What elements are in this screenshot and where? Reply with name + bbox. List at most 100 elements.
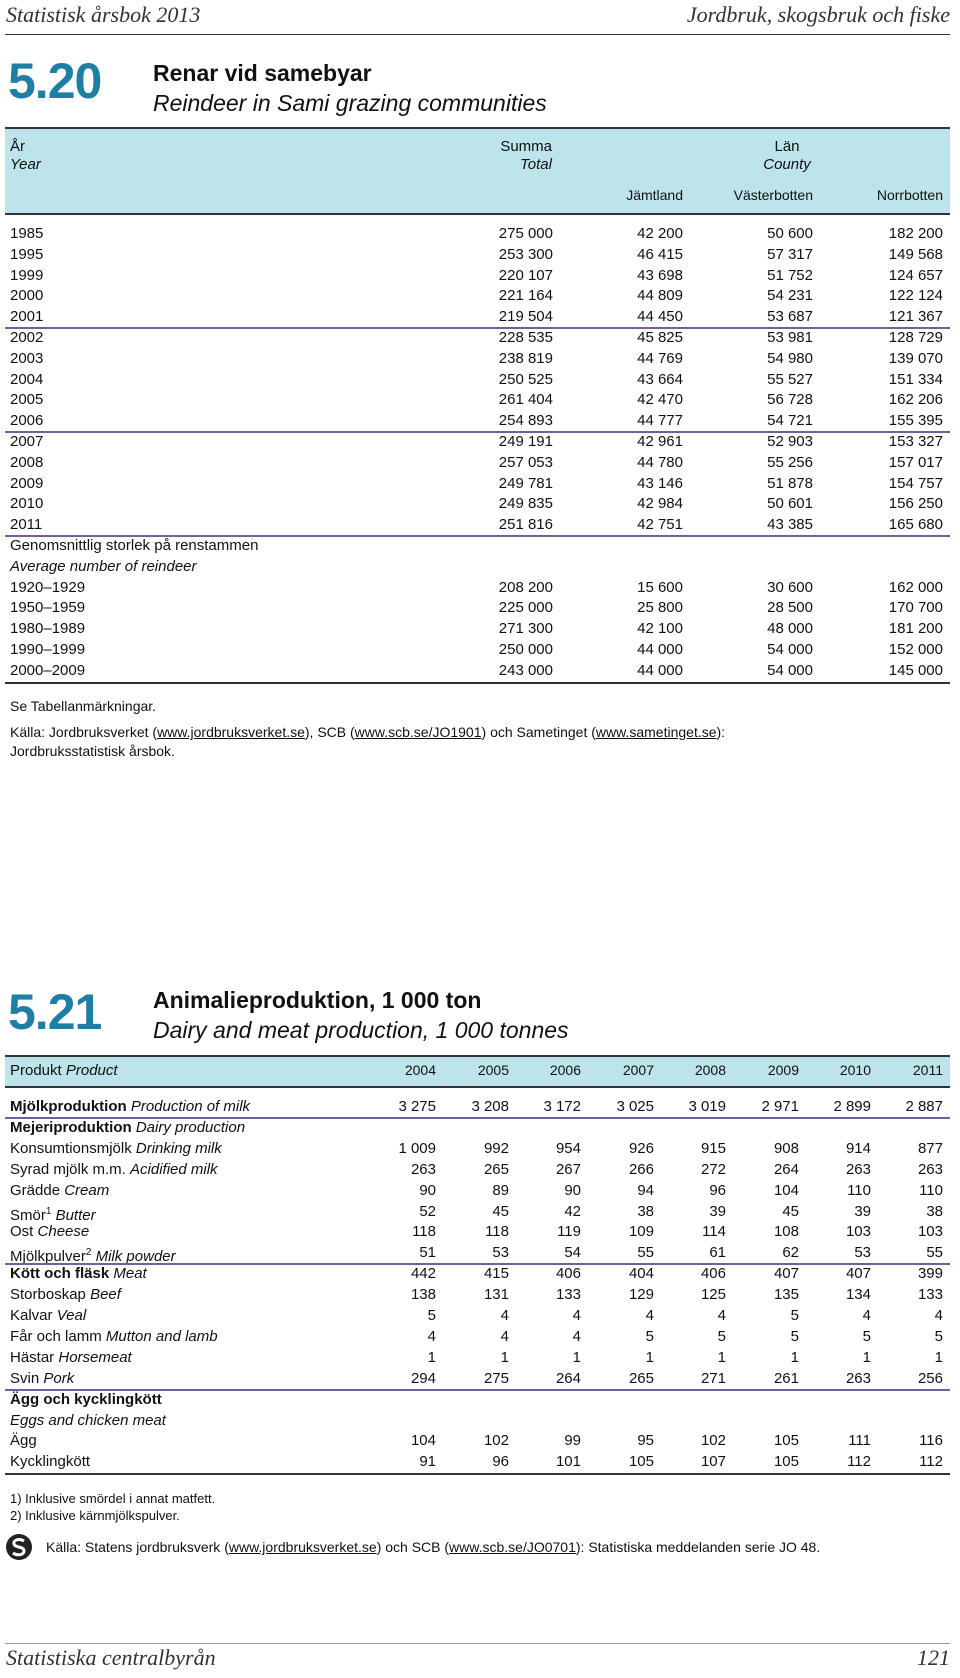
cell: 442: [410, 1265, 436, 1283]
cell: 272: [700, 1160, 726, 1178]
row-label: Ost Cheese: [10, 1221, 89, 1242]
cell: 265: [483, 1160, 509, 1178]
cell: 44 777: [637, 412, 683, 430]
cell: 254 893: [498, 412, 553, 430]
cell: Average number of reindeer: [10, 557, 197, 575]
label-sv: Får och lamm: [10, 1327, 102, 1345]
label-sv: Mejeriproduktion: [10, 1118, 132, 1136]
cell: 1: [862, 1348, 871, 1366]
label-en: Product: [65, 1062, 118, 1079]
cell: 53 687: [767, 308, 813, 326]
cell: År: [10, 138, 25, 155]
header-right: Jordbruk, skogsbruk och fiske: [686, 2, 950, 27]
cell: 149 568: [888, 245, 943, 263]
label-sv: Kött och fläsk: [10, 1265, 110, 1283]
cell: 104: [773, 1181, 799, 1199]
label-sv: Konsumtionsmjölk: [10, 1139, 132, 1157]
cell: 404: [628, 1265, 654, 1283]
cell: 4: [500, 1307, 509, 1324]
cell: 102: [700, 1432, 726, 1450]
cell: 3 208: [471, 1098, 509, 1115]
cell: 43 698: [637, 266, 683, 284]
cell: 263: [917, 1160, 943, 1178]
cell: 54 721: [767, 412, 813, 430]
cell: 3 019: [688, 1098, 726, 1115]
cell: 4: [500, 1327, 509, 1345]
cell: 3 025: [616, 1098, 654, 1115]
link: www.scb.se/JO1901: [354, 724, 482, 740]
cell: 263: [410, 1160, 436, 1178]
cell: 134: [845, 1286, 871, 1304]
cell: 221 164: [498, 287, 553, 305]
cell: 2004: [404, 1062, 436, 1078]
cell: 399: [917, 1265, 943, 1283]
cell: 261: [773, 1369, 799, 1387]
cell: 152 000: [888, 641, 943, 658]
row-label: Kycklingkött: [10, 1451, 90, 1472]
label-en: Dairy production: [135, 1118, 246, 1136]
cell: 95: [637, 1432, 654, 1450]
cell: 992: [483, 1139, 509, 1157]
cell: 238 819: [498, 349, 553, 367]
cell: 55 527: [767, 370, 813, 388]
header-left: Statistisk årsbok 2013: [6, 2, 201, 27]
cell: 105: [628, 1453, 654, 1471]
cell: Summa: [500, 138, 552, 155]
label-en: Beef: [90, 1286, 121, 1304]
cell: 2008: [694, 1062, 726, 1078]
cell: 43 146: [637, 474, 683, 492]
source-text: ) och SCB (: [376, 1539, 450, 1555]
table-header-band: [5, 127, 950, 215]
cell: 55: [637, 1244, 654, 1262]
cell: 2010: [839, 1062, 871, 1078]
cell: 2009: [767, 1062, 799, 1078]
cell: 94: [637, 1181, 654, 1199]
label-sv: Ägg och kycklingkött: [10, 1390, 162, 1408]
cell: 2009: [10, 474, 44, 492]
cell: 4: [572, 1327, 581, 1345]
row-rule: [5, 1473, 950, 1476]
cell: 53: [492, 1244, 509, 1262]
row-rule: [5, 681, 950, 684]
cell: 89: [492, 1181, 509, 1199]
cell: 51 878: [767, 474, 813, 492]
cell: 90: [564, 1181, 581, 1199]
cell: 2 971: [761, 1098, 799, 1115]
cell: 162 000: [888, 578, 943, 596]
cell: 2003: [10, 349, 44, 367]
label-en: Drinking milk: [135, 1139, 222, 1157]
cell: 111: [848, 1432, 871, 1450]
cell: 121 367: [888, 308, 943, 326]
cell: Län: [774, 138, 800, 155]
cell: 110: [847, 1181, 871, 1199]
cell: 877: [917, 1139, 943, 1157]
cell: 42 984: [637, 495, 683, 513]
cell: 57 317: [767, 245, 813, 263]
cell: 96: [709, 1181, 726, 1199]
cell: 119: [557, 1223, 581, 1241]
cell: 5: [862, 1327, 871, 1345]
cell: 251 816: [498, 516, 553, 534]
cell: 154 757: [888, 474, 943, 492]
cell: 264: [773, 1160, 799, 1178]
cell: 2000–2009: [10, 661, 86, 679]
source-text: ), SCB (: [304, 724, 355, 740]
cell: 5: [645, 1327, 654, 1345]
cell: 275 000: [498, 225, 553, 242]
cell: 101: [555, 1453, 581, 1471]
cell: 4: [427, 1327, 436, 1345]
label-en: Meat: [113, 1265, 147, 1283]
row-label: Grädde Cream: [10, 1180, 109, 1201]
cell: 56 728: [767, 391, 813, 409]
cell: 915: [700, 1139, 726, 1157]
cell: 1950–1959: [10, 599, 86, 617]
cell: 138: [410, 1286, 436, 1304]
label-sv: Mjölkproduktion: [10, 1098, 127, 1115]
label-sv: Syrad mjölk m.m.: [10, 1160, 126, 1178]
footnote-ref: 1: [45, 1205, 52, 1217]
footer-rule: [5, 1643, 950, 1644]
cell: 44 000: [637, 661, 683, 679]
cell: Year: [10, 156, 41, 173]
cell: 50 601: [767, 495, 813, 513]
label-sv: Kalvar: [10, 1307, 53, 1324]
